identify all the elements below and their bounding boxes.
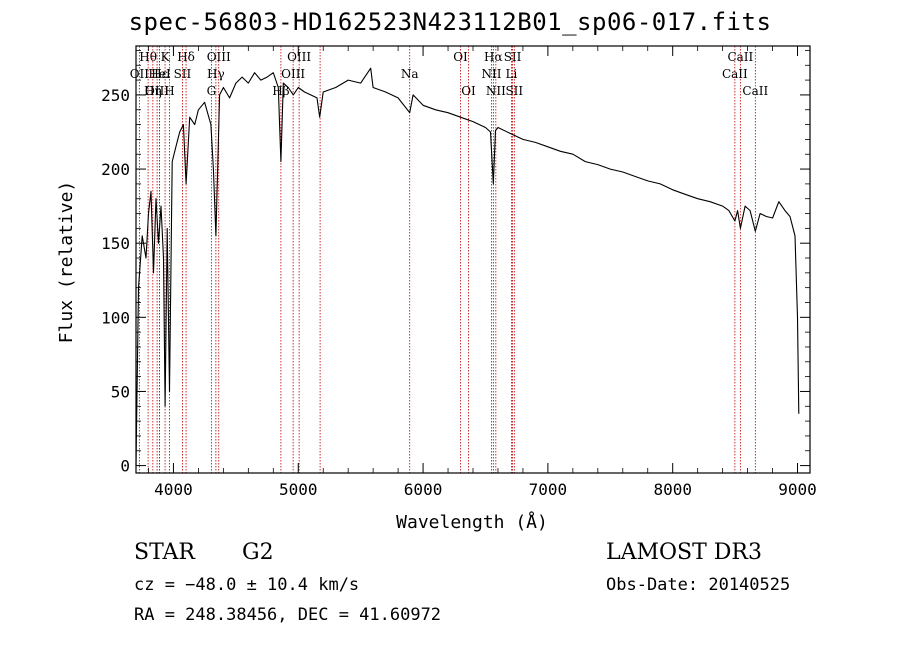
line-label: Hη — [144, 84, 162, 98]
x-tick-label: 7000 — [529, 480, 568, 499]
plot-frame — [135, 45, 811, 474]
line-markers — [138, 46, 756, 473]
line-label: G — [207, 84, 217, 98]
y-tick-label: 0 — [120, 457, 130, 476]
axis-ticks: 4000 5000 6000 7000 8000 9000 0 50 100 150 200 250 — [101, 46, 817, 499]
object-subclass: G2 — [242, 540, 274, 565]
line-label: Hθ — [139, 50, 157, 64]
x-tick-label: 9000 — [778, 480, 817, 499]
coordinates: RA = 248.38456, DEC = 41.60972 — [134, 605, 442, 625]
line-label: CaII — [742, 84, 768, 98]
line-label: SII — [504, 50, 522, 64]
line-label: OIII — [287, 50, 311, 64]
line-label: SII — [505, 84, 523, 98]
redshift-cz: cz = −48.0 ± 10.4 km/s — [134, 575, 360, 595]
line-label: Hβ — [272, 84, 289, 98]
y-tick-label: 250 — [101, 86, 130, 105]
line-label: H — [164, 84, 174, 98]
line-label: OI — [453, 50, 468, 64]
line-label: NII — [481, 67, 501, 81]
line-label: NII — [486, 84, 506, 98]
line-label: OIII — [145, 84, 169, 98]
line-label: K — [161, 50, 171, 64]
line-label: OIII — [281, 67, 305, 81]
x-tick-label: 6000 — [404, 480, 443, 499]
y-axis-label: Flux (relative) — [56, 181, 77, 344]
line-label: HeI — [148, 67, 171, 81]
x-tick-label: 8000 — [653, 480, 692, 499]
x-tick-label: 4000 — [154, 480, 193, 499]
line-label: CaII — [727, 50, 753, 64]
line-label: Hγ — [207, 67, 225, 81]
line-label: OI — [461, 84, 476, 98]
y-tick-label: 200 — [101, 160, 130, 179]
y-tick-label: 150 — [101, 234, 130, 253]
spectrum-line — [135, 67, 800, 466]
observation-date: Obs-Date: 20140525 — [606, 575, 791, 595]
line-label: Hα — [484, 50, 503, 64]
object-class: STAR — [134, 540, 195, 565]
x-tick-label: 5000 — [279, 480, 318, 499]
line-label: CaII — [722, 67, 748, 81]
chart-title: spec-56803-HD162523N423112B01_sp06-017.f… — [128, 8, 772, 36]
line-label: OIII — [207, 50, 231, 64]
line-label: OII — [130, 67, 150, 81]
y-tick-label: 100 — [101, 308, 130, 327]
spectrum-series — [135, 67, 800, 466]
y-tick-label: 50 — [111, 382, 130, 401]
line-label: SII — [174, 67, 192, 81]
x-axis-label: Wavelength (Å) — [396, 511, 548, 533]
line-label: Hε — [151, 67, 168, 81]
line-label: Hδ — [177, 50, 195, 64]
survey-name: LAMOST DR3 — [606, 540, 762, 565]
line-label: Na — [401, 67, 419, 81]
line-label: Li — [506, 67, 518, 81]
line-labels: HθOIIOIIIHηHεHeIKHHδSIIOIIIHγGOIIIOIIIHβ… — [130, 50, 769, 98]
